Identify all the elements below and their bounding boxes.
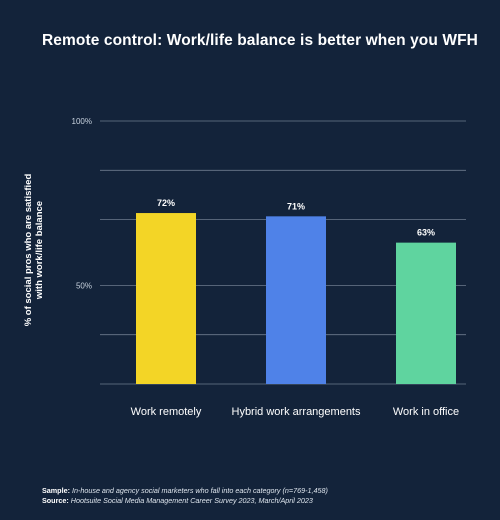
data-label: 71% (287, 201, 305, 211)
source-note: Source: Hootsuite Social Media Managemen… (42, 496, 328, 506)
sample-label: Sample: (42, 486, 70, 495)
y-tick-label: 100% (72, 117, 92, 126)
x-tick-label: Work in office (393, 406, 459, 418)
sample-text: In-house and agency social marketers who… (71, 486, 328, 495)
bar (396, 242, 456, 384)
chart-title: Remote control: Work/life balance is bet… (42, 32, 478, 49)
x-tick-label: Work remotely (131, 406, 202, 418)
data-label: 63% (417, 228, 435, 238)
y-tick-label: 50% (76, 281, 92, 290)
source-text: Hootsuite Social Media Management Career… (70, 496, 313, 505)
y-axis-label-line-1: % of social pros who are satisfied (23, 173, 34, 327)
source-label: Source: (42, 496, 69, 505)
bar-chart: 50% 100% 72% Work remotely 71% Hybrid work ar… (72, 117, 466, 418)
x-tick-label: Hybrid work arrangements (232, 406, 361, 418)
bar (266, 216, 326, 384)
data-label: 72% (157, 198, 175, 208)
y-axis-label: % of social pros who are satisfied with … (23, 150, 45, 350)
y-axis-label-line-2: with work/life balance (34, 200, 45, 300)
bar (136, 213, 196, 384)
sample-note: Sample: In-house and agency social marke… (42, 486, 328, 496)
footer-notes: Sample: In-house and agency social marke… (42, 486, 328, 506)
